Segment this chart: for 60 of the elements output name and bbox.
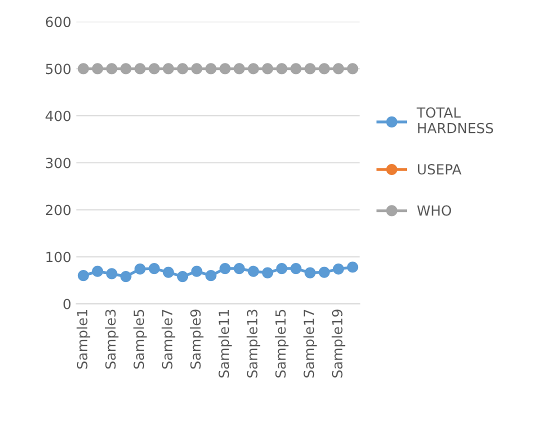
x-tick-label: Sample15 (275, 310, 288, 378)
point (120, 63, 132, 74)
point (220, 63, 231, 74)
point (262, 267, 274, 278)
x-tick-label: Sample9 (190, 310, 204, 369)
point (205, 270, 216, 282)
point (290, 63, 302, 74)
point (92, 266, 104, 277)
x-tick-label: Sample7 (162, 310, 176, 369)
point (304, 267, 316, 278)
point (177, 63, 188, 74)
legend-label: USEPA (418, 164, 462, 175)
legend-label: WHO (417, 205, 452, 216)
point (106, 63, 118, 74)
y-tick-label: 0 (64, 298, 71, 310)
point (148, 262, 160, 274)
point (191, 63, 202, 74)
point (248, 63, 259, 74)
point (332, 63, 344, 74)
point (120, 270, 132, 282)
point (318, 63, 330, 74)
x-tick-label: Sample11 (218, 310, 232, 378)
point (92, 63, 104, 74)
point (262, 63, 274, 74)
x-tick-label: Sample13 (246, 310, 260, 378)
point (347, 63, 358, 74)
point (347, 262, 358, 273)
point (205, 63, 216, 74)
point (191, 266, 202, 277)
point (234, 262, 245, 274)
point (276, 262, 288, 274)
x-tick-label: Sample5 (133, 310, 147, 369)
point (134, 263, 146, 275)
y-tick-label: 400 (46, 110, 71, 122)
y-tick-label: 500 (46, 64, 71, 74)
point (134, 63, 146, 74)
point (148, 63, 160, 74)
x-tick-label: Sample3 (105, 310, 118, 369)
point (248, 266, 259, 277)
point (332, 263, 344, 275)
y-tick-label: 600 (46, 16, 71, 28)
x-tick-label: Sample1 (76, 310, 90, 369)
point (177, 270, 188, 282)
point (234, 63, 245, 74)
legend-label: TOTAL HARDNESS (416, 107, 494, 134)
point (304, 63, 316, 74)
y-tick-label: 300 (46, 158, 71, 168)
point (78, 270, 89, 282)
x-tick-label: Sample17 (303, 310, 317, 378)
point (276, 63, 288, 74)
x-tick-label: Sample19 (332, 310, 346, 378)
point (290, 262, 302, 274)
y-tick-label: 100 (46, 252, 71, 262)
point (162, 266, 174, 278)
y-tick-label: 200 (46, 204, 71, 216)
point (318, 266, 330, 278)
point (78, 63, 89, 74)
point (106, 268, 118, 280)
point (162, 63, 174, 74)
point (220, 262, 231, 274)
